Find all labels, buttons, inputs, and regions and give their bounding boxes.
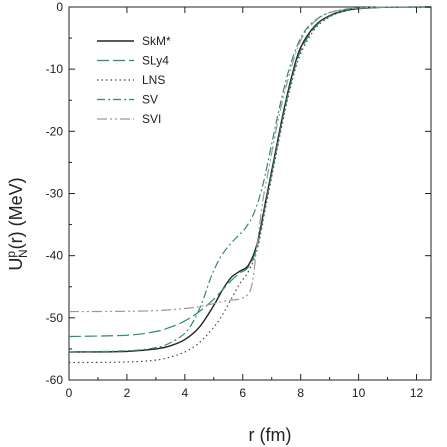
y-tick-label: -30	[46, 187, 64, 201]
x-axis-title: r (fm)	[249, 425, 292, 445]
legend-label-svi: SVI	[142, 112, 161, 126]
series-line-lns	[68, 6, 432, 364]
x-tick-label: 6	[239, 386, 246, 400]
y-tick-label: -20	[46, 124, 64, 138]
y-axis-title: UpN(r) (MeV)	[4, 177, 30, 270]
x-tick-label: 10	[352, 386, 366, 400]
series-line-svi	[68, 6, 432, 313]
y-tick-label: -10	[46, 62, 64, 76]
plot-border	[68, 6, 432, 381]
legend: SkM* SLy4 LNS SV SVI	[97, 34, 171, 126]
series-line-sv	[68, 6, 432, 353]
legend-label-lns: LNS	[142, 73, 165, 87]
x-tick-label: 12	[410, 386, 424, 400]
series-line-skm	[68, 6, 432, 353]
svg-text:UpN(r) (MeV): UpN(r) (MeV)	[4, 177, 30, 270]
plot-frame	[68, 6, 432, 381]
y-tick-label: -60	[46, 373, 64, 387]
ticks-layer: 0 2 4 6 8 10 12 0 -10 -20 -30 -40 -50 -60	[46, 0, 431, 400]
y-tick-label: -50	[46, 311, 64, 325]
series-line-sly4	[68, 6, 432, 338]
legend-label-sly4: SLy4	[142, 54, 169, 68]
legend-label-skm: SkM*	[142, 34, 171, 48]
y-axis-title-base: U	[6, 258, 26, 271]
y-axis-title-rest: (r) (MeV)	[6, 177, 26, 249]
x-tick-label: 2	[124, 386, 131, 400]
y-tick-label: -40	[46, 249, 64, 263]
x-tick-label: 8	[297, 386, 304, 400]
x-tick-label: 4	[181, 386, 188, 400]
y-axis-title-sub: N	[16, 249, 30, 258]
y-tick-label: 0	[56, 0, 63, 14]
series-layer	[68, 6, 432, 364]
legend-label-sv: SV	[142, 93, 158, 107]
y-axis-title-sup: p	[4, 251, 18, 258]
x-tick-label: 0	[66, 386, 73, 400]
